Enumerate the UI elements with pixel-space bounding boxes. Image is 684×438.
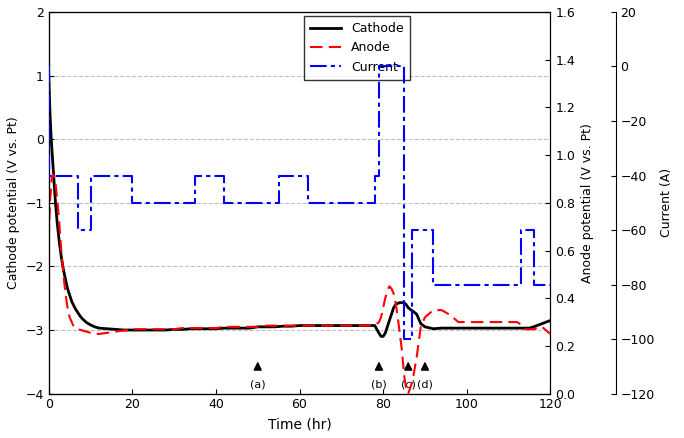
X-axis label: Time (hr): Time (hr) <box>267 417 332 431</box>
Text: (a): (a) <box>250 380 265 390</box>
Y-axis label: Current (A): Current (A) <box>660 168 673 237</box>
Text: (c): (c) <box>401 380 416 390</box>
Y-axis label: Cathode potential (V vs. Pt): Cathode potential (V vs. Pt) <box>7 117 20 289</box>
Y-axis label: Anode potential (V vs. Pt): Anode potential (V vs. Pt) <box>581 123 594 283</box>
Legend: Cathode, Anode, Current: Cathode, Anode, Current <box>304 16 410 80</box>
Text: (d): (d) <box>417 380 433 390</box>
Text: (b): (b) <box>371 380 387 390</box>
